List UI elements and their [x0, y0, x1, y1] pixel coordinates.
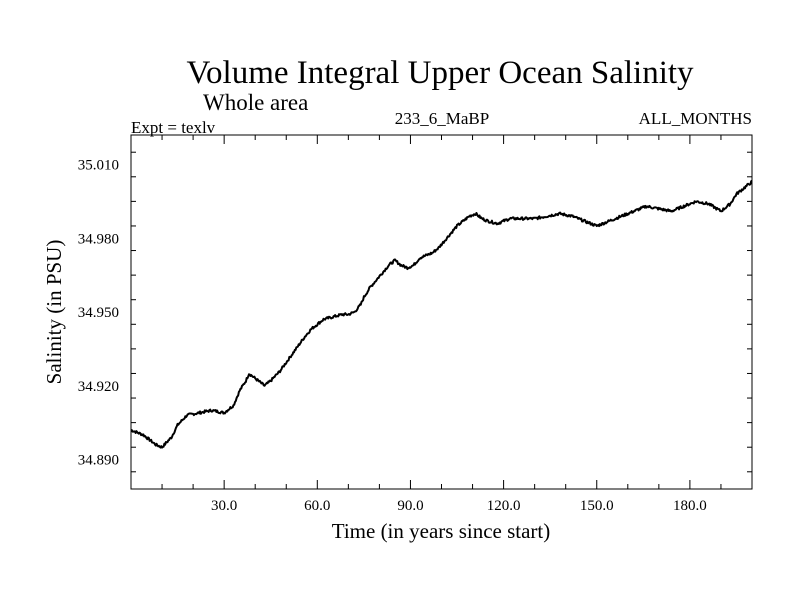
y-axis-label: Salinity (in PSU): [42, 240, 66, 385]
x-tick-label: 90.0: [397, 498, 423, 514]
x-tick-label: 150.0: [580, 498, 614, 514]
x-tick-label: 120.0: [487, 498, 521, 514]
y-tick-label: 34.980: [78, 231, 119, 247]
plot-frame: [130, 134, 753, 490]
series-line-salinity: [130, 179, 753, 449]
period-label: 233_6_MaBP: [395, 109, 489, 128]
experiment-label: Expt = texlv: [131, 118, 216, 137]
x-tick-label: 180.0: [673, 498, 707, 514]
chart-title: Volume Integral Upper Ocean Salinity: [186, 55, 694, 91]
x-tick-label: 30.0: [211, 498, 237, 514]
x-tick-label: 60.0: [304, 498, 330, 514]
y-tick-label: 34.920: [78, 379, 119, 395]
y-tick-label: 34.890: [78, 453, 119, 469]
chart-subtitle: Whole area: [203, 90, 308, 115]
y-tick-label: 35.010: [78, 158, 119, 174]
x-axis-label: Time (in years since start): [332, 519, 551, 543]
y-tick-label: 34.950: [78, 305, 119, 321]
months-label: ALL_MONTHS: [639, 109, 752, 128]
